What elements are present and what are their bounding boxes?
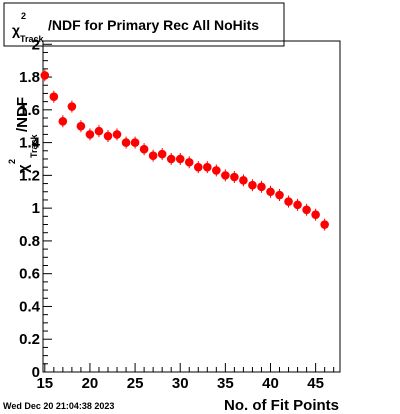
x-tick-label: 20 — [82, 375, 99, 392]
y-tick-label: 1.6 — [19, 102, 40, 119]
y-axis-title: χ 2 Track /NDF — [7, 97, 39, 173]
title-sup: 2 — [21, 11, 26, 21]
y-tick-label: 1.4 — [19, 135, 41, 152]
data-point — [112, 130, 122, 139]
y-tick-label: 1.8 — [19, 69, 40, 86]
y-title-sup: 2 — [7, 159, 17, 164]
data-point — [275, 190, 284, 200]
data-point — [58, 116, 68, 126]
plot-frame — [42, 40, 341, 373]
data-point — [302, 205, 311, 215]
y-tick-label: 0.8 — [19, 233, 40, 250]
x-tick-label: 40 — [262, 375, 279, 392]
data-point — [166, 154, 176, 164]
x-tick-label: 45 — [307, 375, 324, 392]
data-point — [293, 200, 302, 210]
data-point — [239, 175, 248, 185]
data-point — [175, 154, 185, 164]
data-point — [311, 210, 320, 219]
title-chi: χ — [12, 22, 20, 38]
data-point — [94, 126, 104, 136]
data-point — [67, 102, 77, 111]
data-point — [184, 157, 194, 167]
x-axis-title: No. of Fit Points — [224, 397, 339, 414]
y-tick-label: 0 — [32, 364, 40, 381]
data-point — [130, 138, 140, 147]
data-point — [248, 180, 257, 190]
data-point — [257, 182, 266, 192]
y-tick-label: 1 — [32, 200, 40, 217]
data-point — [157, 149, 167, 159]
timestamp: Wed Dec 20 21:04:38 2023 — [3, 401, 114, 411]
data-points — [40, 69, 329, 231]
data-point — [103, 131, 113, 141]
data-point — [266, 187, 275, 197]
title-box: χ 2 Track /NDF for Primary Rec All NoHit… — [3, 2, 285, 47]
data-point — [148, 151, 158, 161]
title-rest: /NDF for Primary Rec All NoHits — [48, 17, 259, 33]
x-tick-label: 15 — [36, 375, 53, 392]
y-tick-label: 0.6 — [19, 266, 40, 283]
data-point — [139, 144, 149, 154]
data-point — [202, 162, 212, 172]
data-point — [76, 121, 86, 131]
data-point — [221, 171, 230, 180]
data-point — [49, 92, 59, 102]
data-point — [212, 166, 221, 175]
data-point — [284, 197, 293, 206]
data-point — [320, 220, 329, 229]
title-sub: Track — [20, 34, 45, 44]
data-point — [40, 71, 50, 80]
y-tick-label: 0.2 — [19, 331, 40, 348]
y-tick-label: 1.2 — [19, 167, 40, 184]
y-axis: 0 0.2 0.4 0.6 0.8 1 1.2 1.4 1.6 1.8 2 — [19, 36, 52, 381]
data-point — [85, 130, 95, 139]
y-tick-label: 0.4 — [19, 298, 41, 315]
data-point — [193, 162, 203, 172]
y-title-rest: /NDF — [14, 97, 31, 132]
data-point — [121, 138, 131, 147]
data-point — [230, 172, 239, 182]
x-tick-label: 25 — [127, 375, 144, 392]
x-tick-label: 30 — [172, 375, 189, 392]
y-title-sub: Track — [29, 133, 39, 158]
y-tick-label: 2 — [32, 36, 40, 53]
y-title-chi: χ — [15, 164, 32, 173]
x-tick-label: 35 — [217, 375, 234, 392]
x-axis: 15 20 25 30 35 40 45 — [36, 363, 335, 392]
